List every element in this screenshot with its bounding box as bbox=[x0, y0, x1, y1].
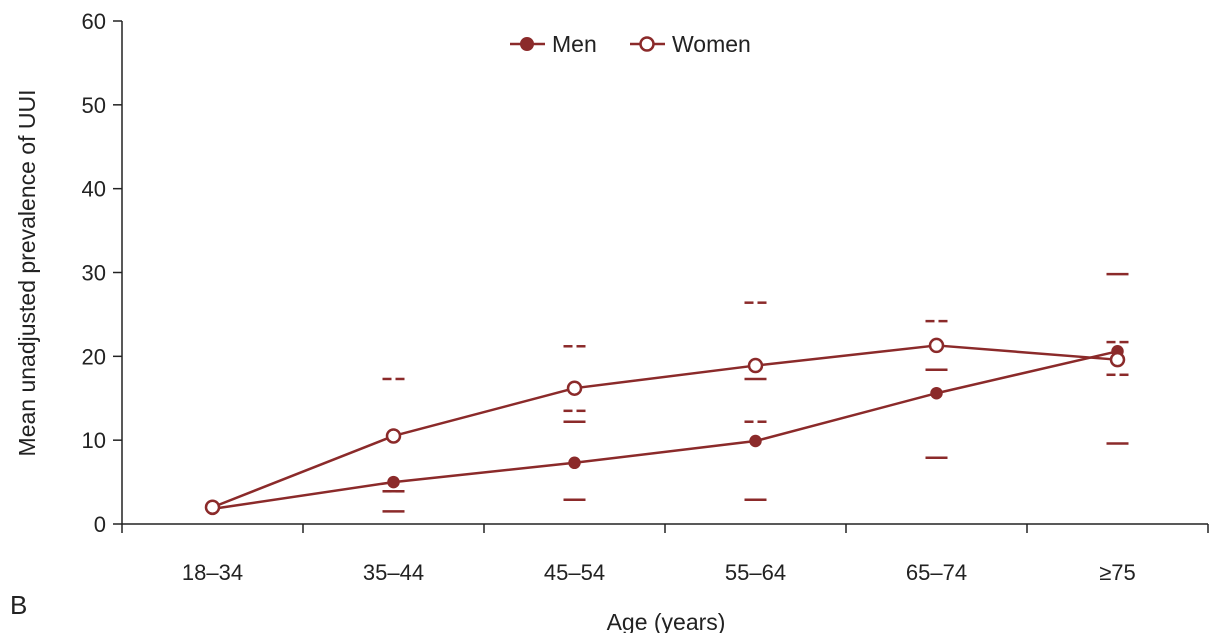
y-tick-label: 40 bbox=[82, 177, 106, 202]
series-line-men bbox=[212, 350, 1118, 511]
legend-men-marker bbox=[520, 37, 534, 51]
data-point-women bbox=[566, 380, 583, 396]
y-tick-label: 0 bbox=[94, 512, 106, 537]
x-tick-label: 18–34 bbox=[182, 560, 243, 585]
panel-label: B bbox=[10, 590, 27, 620]
series-line-women bbox=[212, 344, 1118, 509]
legend: Men Women bbox=[510, 31, 751, 57]
y-tick-label: 20 bbox=[82, 344, 106, 369]
series-lines bbox=[212, 344, 1118, 511]
x-tick-label: 35–44 bbox=[363, 560, 424, 585]
x-tick-label: 55–64 bbox=[725, 560, 786, 585]
y-axis-title: Mean unadjusted prevalence of UUI bbox=[14, 90, 40, 457]
x-axis-title: Age (years) bbox=[607, 609, 726, 633]
data-point-women bbox=[1109, 351, 1126, 368]
legend-women-label: Women bbox=[672, 31, 751, 57]
y-tick-label: 10 bbox=[82, 428, 106, 453]
confidence-interval-marks bbox=[382, 272, 1129, 513]
data-point-women bbox=[747, 357, 764, 374]
data-points bbox=[204, 337, 1126, 516]
data-point-men bbox=[387, 475, 400, 489]
y-tick-label: 60 bbox=[82, 9, 106, 34]
y-tick-label: 50 bbox=[82, 93, 106, 118]
data-point-women bbox=[928, 337, 945, 354]
data-point-men bbox=[568, 456, 581, 470]
x-tick-label: ≥75 bbox=[1099, 560, 1136, 585]
data-point-men bbox=[749, 434, 762, 448]
data-point-men bbox=[930, 386, 943, 400]
x-tick-label: 45–54 bbox=[544, 560, 605, 585]
data-point-women bbox=[385, 428, 402, 444]
axes: 0 10 20 30 40 50 60 18–34 35–44 45–54 55–64 65–74 ≥7… bbox=[82, 9, 1209, 585]
legend-women-marker bbox=[639, 36, 655, 52]
y-tick-label: 30 bbox=[82, 261, 106, 286]
legend-item-women: Women bbox=[630, 31, 751, 57]
x-tick-label: 65–74 bbox=[906, 560, 967, 585]
data-point-women bbox=[204, 499, 221, 515]
legend-item-men: Men bbox=[510, 31, 597, 57]
legend-men-label: Men bbox=[552, 31, 597, 57]
